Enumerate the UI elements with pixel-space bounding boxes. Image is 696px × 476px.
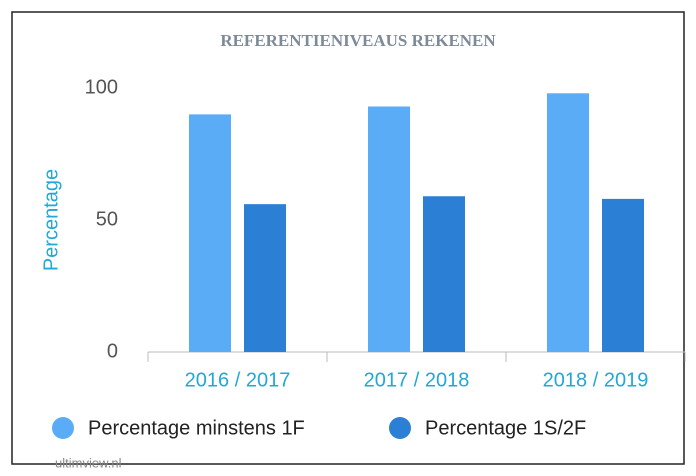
bar xyxy=(189,114,231,353)
legend-label: Percentage 1S/2F xyxy=(425,417,586,439)
source: ultimview.nl xyxy=(55,455,122,470)
legend-marker xyxy=(52,417,74,439)
x-tick-label: 2018 / 2019 xyxy=(543,369,649,391)
y-tick-label: 50 xyxy=(96,208,118,230)
bar xyxy=(244,204,286,352)
legend-marker xyxy=(389,417,411,439)
bar xyxy=(602,198,644,352)
bar xyxy=(423,196,465,352)
legend-label: Percentage minstens 1F xyxy=(88,417,305,439)
bar xyxy=(368,106,410,352)
x-tick-label: 2016 / 2017 xyxy=(185,369,291,391)
bar xyxy=(547,93,589,352)
y-tick-label: 0 xyxy=(107,340,118,362)
y-tick-label: 100 xyxy=(85,76,118,98)
x-tick-label: 2017 / 2018 xyxy=(364,369,470,391)
chart-title: REFERENTIENIVEAUS REKENEN xyxy=(220,31,496,50)
y-axis-label: Percentage xyxy=(40,169,62,271)
